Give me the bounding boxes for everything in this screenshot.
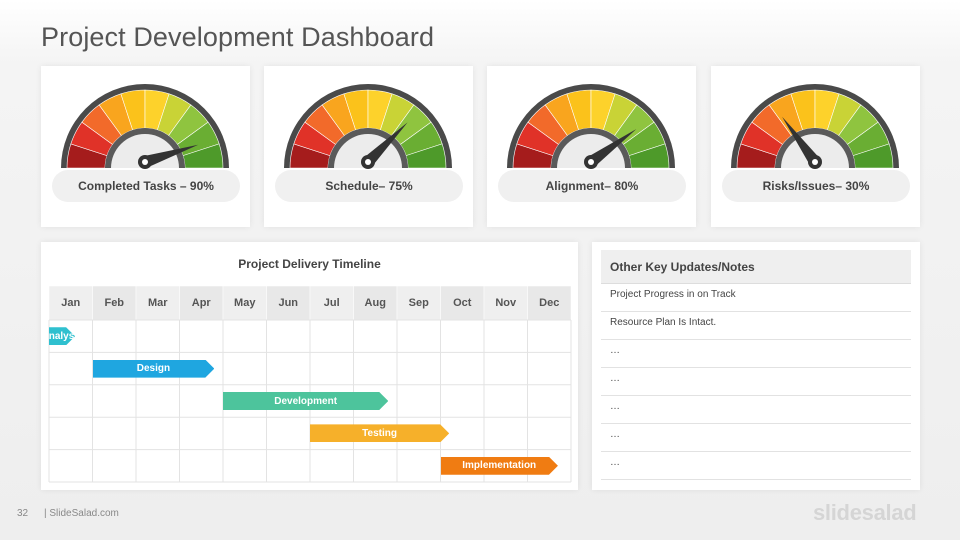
- gauge-label: Schedule– 75%: [275, 170, 463, 202]
- gauge-needle-cap: [365, 159, 371, 165]
- task-bar-implementation: Implementation: [441, 457, 558, 475]
- timeline-grid: [48, 285, 572, 483]
- gauge-label: Alignment– 80%: [498, 170, 686, 202]
- month-label: Nov: [495, 297, 517, 309]
- month-label: Apr: [191, 297, 211, 309]
- page-title: Project Development Dashboard: [41, 22, 435, 52]
- timeline-title: Project Delivery Timeline: [238, 257, 381, 271]
- footer-brand: | SlideSalad.com: [44, 508, 119, 519]
- month-label: Feb: [104, 297, 125, 309]
- note-row: …: [601, 424, 911, 452]
- gauge-dial: [61, 84, 229, 169]
- gauge-needle: [782, 116, 820, 166]
- gauge-card-risks-issues: Risks/Issues– 30%: [711, 66, 920, 227]
- month-label: Jul: [323, 297, 340, 309]
- note-row: …: [601, 340, 911, 368]
- gauge-dial: [284, 84, 452, 169]
- month-label: Oct: [453, 297, 472, 309]
- month-header-cell: [135, 285, 180, 321]
- month-label: Dec: [539, 297, 560, 309]
- gauge-needle: [363, 122, 408, 167]
- month-header-cell: [440, 285, 485, 321]
- gauge-card-alignment: Alignment– 80%: [487, 66, 696, 227]
- month-label: May: [234, 297, 256, 309]
- month-header-cell: [396, 285, 441, 321]
- gauge-dial: [507, 84, 675, 169]
- month-label: Sep: [408, 297, 429, 309]
- gauge-needle: [143, 144, 199, 168]
- note-row: Resource Plan Is Intact.: [601, 312, 911, 340]
- note-row: …: [601, 452, 911, 480]
- gauge-card-completed-tasks: Completed Tasks – 90%: [41, 66, 250, 227]
- gauge-dial: [731, 84, 899, 169]
- gauge-needle-cap: [142, 159, 148, 165]
- gauge-card-schedule: Schedule– 75%: [264, 66, 473, 227]
- month-label: Aug: [364, 297, 386, 309]
- task-bar-analysis: Analysis: [49, 327, 75, 345]
- slidesalad-logo: slidesalad: [813, 500, 917, 525]
- note-row: Project Progress in on Track: [601, 284, 911, 312]
- timeline-card: Project Delivery Timeline Jan Feb Mar Apr Ma…: [41, 242, 578, 490]
- notes-header: Other Key Updates/Notes: [601, 250, 911, 284]
- month-label: Jun: [278, 297, 299, 309]
- gauge-needle-cap: [588, 159, 594, 165]
- gauge-label: Risks/Issues– 30%: [722, 170, 910, 202]
- month-header-cell: [48, 285, 93, 321]
- page-number: 32: [17, 508, 29, 519]
- task-bar-development: Development: [223, 392, 388, 410]
- notes-card: Other Key Updates/Notes Project Progress…: [592, 242, 920, 490]
- gauge-label: Completed Tasks – 90%: [52, 170, 240, 202]
- note-row: …: [601, 396, 911, 424]
- month-header-cell: [353, 285, 398, 321]
- month-header-cell: [309, 285, 354, 321]
- month-header-cell: [483, 285, 528, 321]
- month-header-cell: [527, 285, 572, 321]
- month-label: Mar: [147, 297, 168, 309]
- gauge-needle-cap: [812, 159, 818, 165]
- gauge-hub: [557, 134, 625, 168]
- month-label: Jan: [61, 297, 81, 309]
- gauge-needle: [587, 129, 637, 167]
- note-row: …: [601, 368, 911, 396]
- task-bar-testing: Testing: [310, 424, 449, 442]
- task-bar-design: Design: [93, 360, 215, 378]
